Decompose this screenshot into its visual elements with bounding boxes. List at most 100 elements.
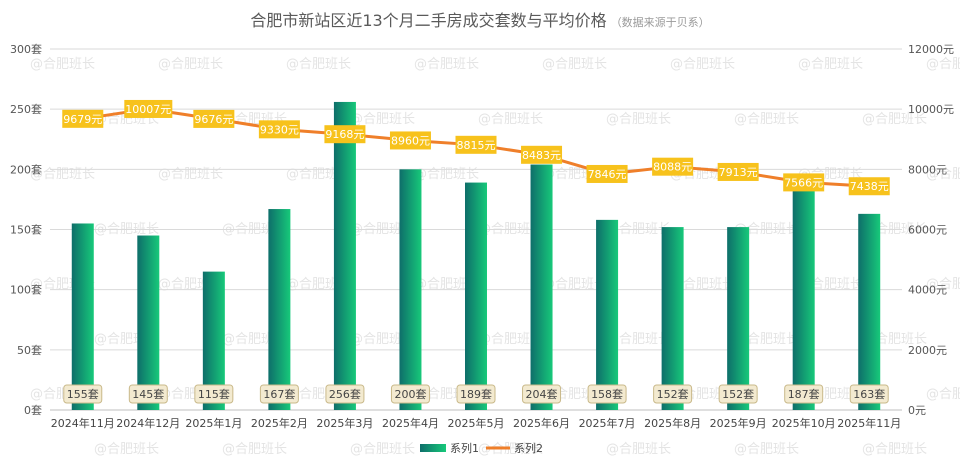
bar-data-label: 152套 bbox=[653, 384, 693, 404]
watermark-text: @合肥班长 bbox=[542, 57, 607, 72]
bar-label-text: 155套 bbox=[67, 388, 99, 401]
line-label-text: 8815元 bbox=[457, 139, 496, 152]
bar bbox=[399, 169, 422, 410]
legend-label: 系列2 bbox=[514, 441, 543, 455]
line-label-box bbox=[652, 157, 694, 176]
line-data-label: 8088元 bbox=[652, 157, 694, 176]
watermark-text: @合肥班长 bbox=[926, 57, 960, 72]
bar-label-text: 204套 bbox=[526, 388, 558, 401]
x-tick-label: 2025年1月 bbox=[185, 416, 242, 430]
line-label-box bbox=[783, 173, 825, 192]
bar bbox=[792, 184, 815, 410]
bar bbox=[137, 235, 160, 410]
line-label-text: 9168元 bbox=[325, 128, 364, 141]
line-data-labels: 9679元 10007元 9676元 9330元 9168元 8960元 8815元 8483… bbox=[62, 99, 890, 196]
bar-label-text: 145套 bbox=[132, 388, 164, 401]
watermark-text: @合肥班长 bbox=[926, 387, 960, 402]
y-left-tick-label: 150套 bbox=[10, 224, 42, 237]
bar-series bbox=[71, 101, 881, 411]
bar-data-label: 187套 bbox=[784, 384, 824, 404]
watermark-text: @合肥班长 bbox=[926, 167, 960, 182]
bar-label-text: 187套 bbox=[788, 388, 820, 401]
watermark-text: @合肥班长 bbox=[94, 442, 159, 457]
bar-label-text: 256套 bbox=[329, 388, 361, 401]
line-label-box bbox=[124, 99, 173, 118]
x-tick-label: 2025年2月 bbox=[251, 416, 308, 430]
legend: 系列1 系列2 bbox=[420, 441, 543, 455]
line-data-label: 9330元 bbox=[258, 120, 300, 139]
legend-label: 系列1 bbox=[450, 441, 479, 455]
watermark-text: @合肥班长 bbox=[798, 57, 863, 72]
bar-label-text: 163套 bbox=[853, 388, 885, 401]
line-label-text: 7438元 bbox=[850, 180, 889, 193]
x-tick-label: 2025年7月 bbox=[579, 416, 636, 430]
bar bbox=[530, 164, 553, 410]
bar-label-box bbox=[653, 384, 693, 404]
x-tick-label: 2025年10月 bbox=[772, 416, 836, 430]
line-label-box bbox=[389, 131, 431, 150]
watermark-text: @合肥班长 bbox=[350, 112, 415, 127]
bar-data-label: 256套 bbox=[325, 384, 365, 404]
watermark-text: @合肥班长 bbox=[734, 332, 799, 347]
watermark-text: @合肥班长 bbox=[606, 332, 671, 347]
watermark-text: @合肥班长 bbox=[926, 277, 960, 292]
watermark-text: @合肥班长 bbox=[862, 442, 927, 457]
x-tick-label: 2024年12月 bbox=[116, 416, 180, 430]
line-label-box bbox=[324, 125, 366, 144]
bar bbox=[596, 219, 619, 410]
watermark-text: @合肥班长 bbox=[478, 112, 543, 127]
chart-subtitle: （数据来源于贝系） bbox=[611, 15, 710, 29]
bar-label-box bbox=[259, 384, 299, 404]
line-data-label: 9168元 bbox=[324, 125, 366, 144]
y-right-tick-label: 12000元 bbox=[908, 43, 954, 56]
bar-label-box bbox=[849, 384, 889, 404]
bar bbox=[268, 209, 291, 410]
bar-label-box bbox=[718, 384, 758, 404]
line-data-label: 10007元 bbox=[124, 99, 173, 118]
line-data-label: 9676元 bbox=[193, 109, 235, 128]
watermark-text: @合肥班长 bbox=[734, 112, 799, 127]
y-right-tick-label: 6000元 bbox=[908, 224, 947, 237]
bar-label-box bbox=[784, 384, 824, 404]
bar-label-box bbox=[390, 384, 430, 404]
line-data-label: 7438元 bbox=[848, 177, 890, 196]
line-label-box bbox=[258, 120, 300, 139]
line-data-label: 9679元 bbox=[62, 109, 104, 128]
x-tick-label: 2025年9月 bbox=[710, 416, 767, 430]
line-label-box bbox=[586, 164, 628, 183]
bar-label-box bbox=[63, 384, 103, 404]
bar-label-box bbox=[522, 384, 562, 404]
line-label-text: 9676元 bbox=[194, 113, 233, 126]
bar-data-label: 158套 bbox=[587, 384, 627, 404]
watermark-text: @合肥班长 bbox=[670, 57, 735, 72]
bar-label-text: 152套 bbox=[722, 388, 754, 401]
watermark-text: @合肥班长 bbox=[30, 167, 95, 182]
x-tick-label: 2025年6月 bbox=[513, 416, 570, 430]
line-label-text: 8483元 bbox=[522, 149, 561, 162]
bar-data-label: 115套 bbox=[194, 384, 234, 404]
y-right-tick-label: 2000元 bbox=[908, 344, 947, 357]
x-tick-label: 2025年5月 bbox=[448, 416, 505, 430]
line-label-text: 8960元 bbox=[391, 134, 430, 147]
line-label-box bbox=[62, 109, 104, 128]
bar-label-box bbox=[128, 384, 168, 404]
bar-data-label: 189套 bbox=[456, 384, 496, 404]
bar-label-box bbox=[456, 384, 496, 404]
bar-data-label: 155套 bbox=[63, 384, 103, 404]
bar-label-text: 189套 bbox=[460, 388, 492, 401]
bar bbox=[727, 227, 750, 410]
y-left-tick-label: 250套 bbox=[10, 103, 42, 116]
x-tick-label: 2025年11月 bbox=[837, 416, 901, 430]
bar-label-text: 158套 bbox=[591, 388, 623, 401]
line-label-box bbox=[521, 145, 563, 164]
line-label-text: 7566元 bbox=[784, 176, 823, 189]
bar-data-label: 145套 bbox=[128, 384, 168, 404]
watermark-text: @合肥班长 bbox=[158, 167, 223, 182]
line-label-text: 10007元 bbox=[125, 103, 171, 116]
watermark-text: @合肥班长 bbox=[670, 277, 735, 292]
line-data-label: 7846元 bbox=[586, 164, 628, 183]
line-data-label: 8815元 bbox=[455, 135, 497, 154]
legend-item-series2: 系列2 bbox=[486, 441, 543, 455]
line-data-label: 7913元 bbox=[717, 162, 759, 181]
